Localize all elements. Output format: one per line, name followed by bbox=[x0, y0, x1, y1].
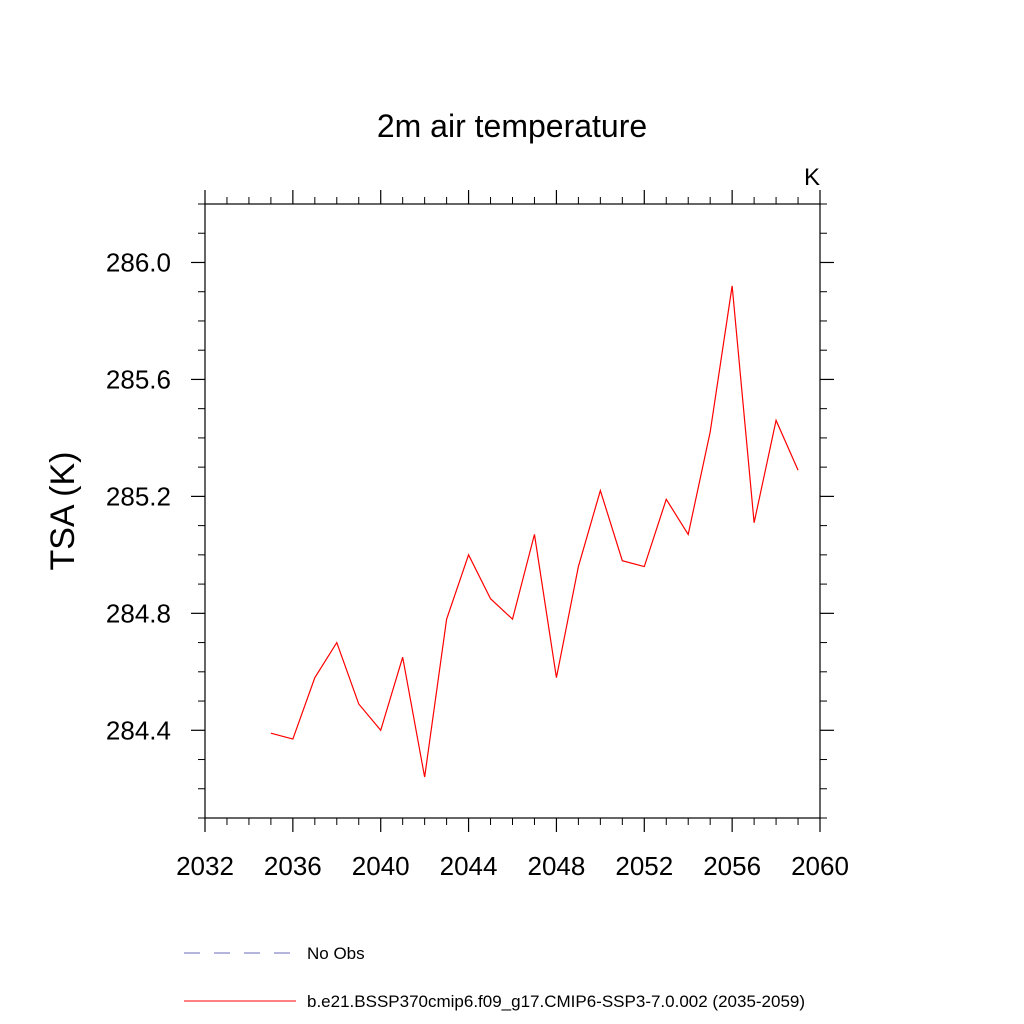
x-tick-label: 2056 bbox=[703, 851, 761, 881]
units-label: K bbox=[804, 164, 820, 191]
legend-label: b.e21.BSSP370cmip6.f09_g17.CMIP6-SSP3-7.… bbox=[307, 992, 805, 1011]
plot-series bbox=[270, 285, 799, 778]
chart-title: 2m air temperature bbox=[377, 108, 647, 144]
y-tick-label: 284.8 bbox=[106, 598, 171, 628]
x-tick-label: 2052 bbox=[615, 851, 673, 881]
x-tick-label: 2044 bbox=[440, 851, 498, 881]
x-tick-label: 2040 bbox=[352, 851, 410, 881]
legend: No Obs b.e21.BSSP370cmip6.f09_g17.CMIP6-S… bbox=[184, 944, 805, 1011]
x-tick-label: 2060 bbox=[791, 851, 849, 881]
x-tick-label: 2032 bbox=[176, 851, 234, 881]
x-tick-label: 2048 bbox=[528, 851, 586, 881]
legend-label: No Obs bbox=[307, 944, 365, 963]
y-tick-label: 286.0 bbox=[106, 247, 171, 277]
x-tick-label: 2036 bbox=[264, 851, 322, 881]
axis-ticks: 2032 2036 2040 2044 2048 2052 2056 2060 284.4 284… bbox=[106, 190, 849, 881]
y-tick-label: 285.6 bbox=[106, 364, 171, 394]
y-axis-label: TSA (K) bbox=[44, 451, 82, 570]
y-tick-label: 285.2 bbox=[106, 481, 171, 511]
y-tick-label: 284.4 bbox=[106, 715, 171, 745]
series-line bbox=[270, 285, 799, 778]
